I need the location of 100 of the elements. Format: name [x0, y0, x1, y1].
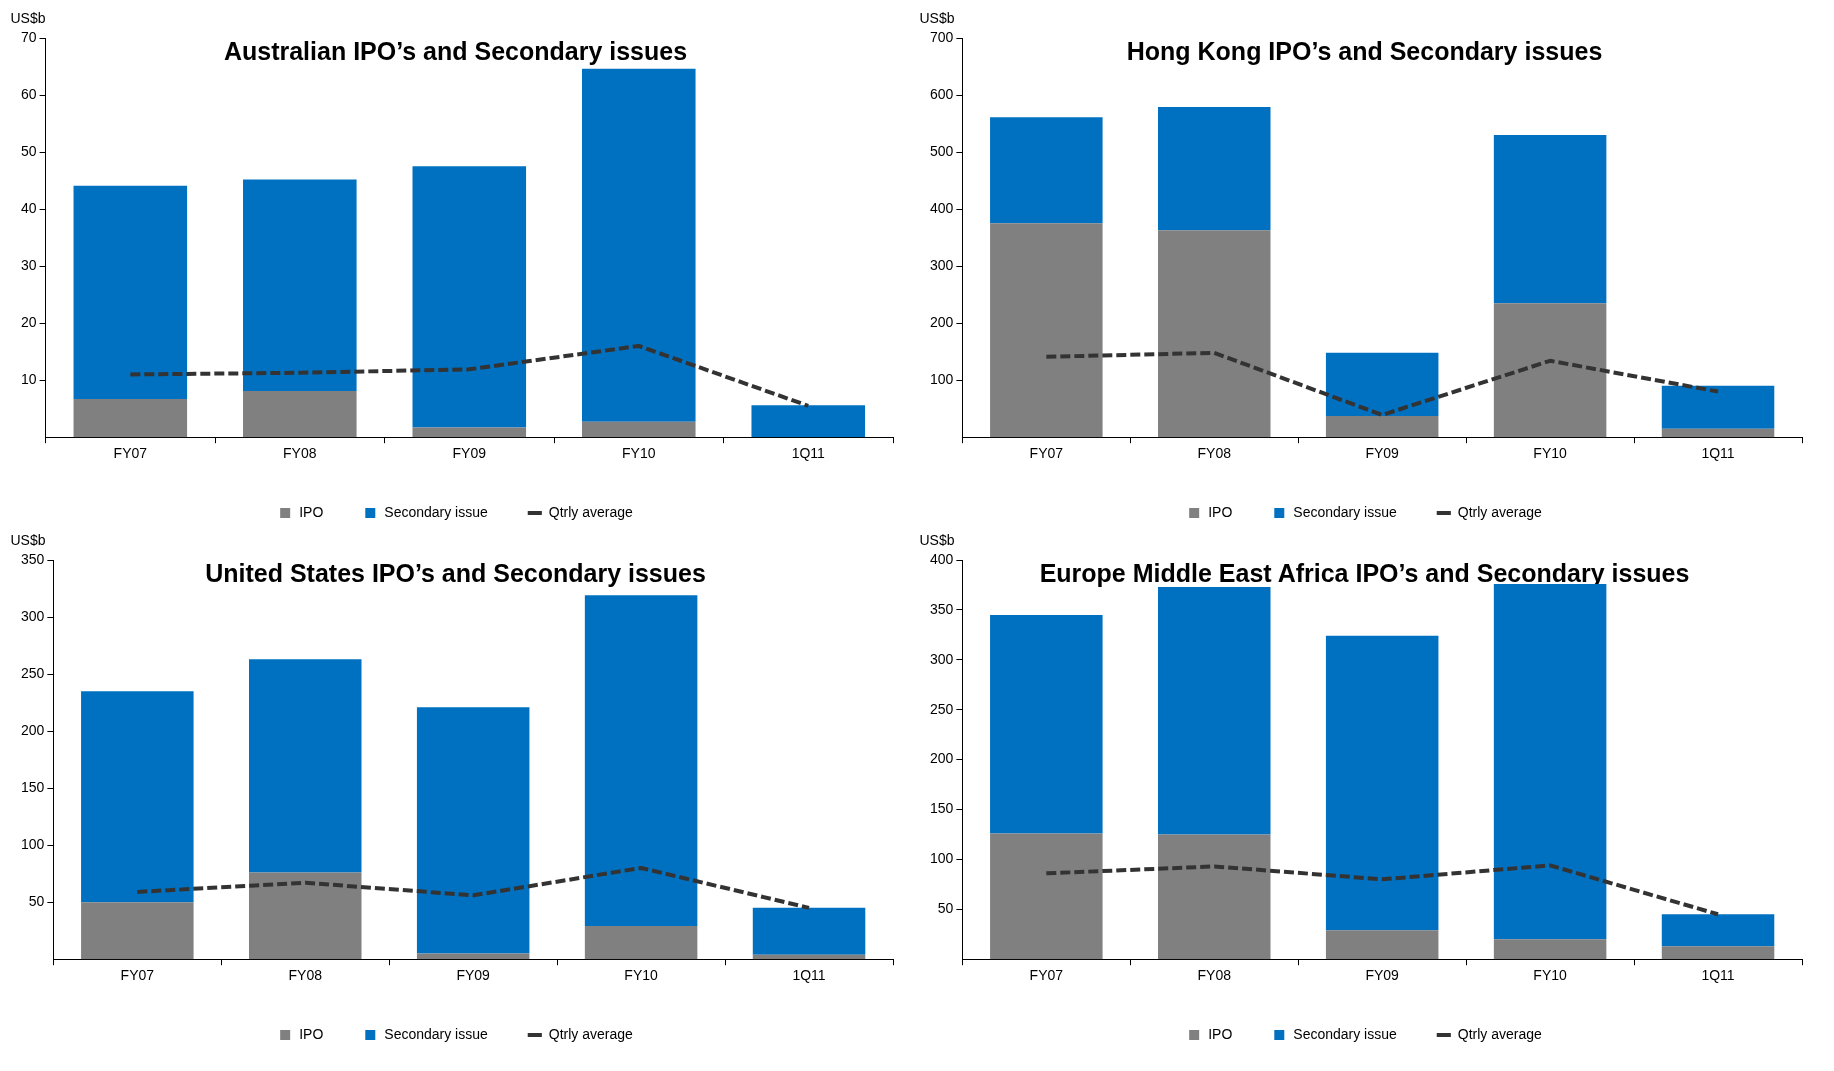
bar [1493, 583, 1607, 940]
legend-label: Secondary issue [1293, 503, 1398, 520]
bar [243, 391, 357, 438]
y-tick-label: 70 [20, 28, 37, 45]
bar [1661, 946, 1775, 960]
y-tick-label: 150 [21, 778, 45, 795]
legend-label: Qtrly average [1457, 503, 1543, 520]
bar [752, 907, 866, 955]
bar [1325, 352, 1439, 417]
y-tick-label: 350 [21, 550, 45, 567]
bar [584, 926, 698, 960]
y-tick-label: 150 [930, 800, 954, 817]
bar [581, 421, 696, 438]
bar [581, 68, 696, 422]
legend-label: Qtrly average [1457, 1025, 1543, 1042]
legend-label: Secondary issue [1293, 1025, 1398, 1042]
y-tick-label: 700 [930, 28, 954, 45]
bar [1325, 635, 1439, 931]
y-tick-label: 40 [20, 199, 37, 216]
y-tick-label: 200 [930, 314, 954, 330]
x-tick-label: FY10 [624, 967, 659, 984]
bar [81, 902, 194, 960]
y-tick-label: 300 [21, 607, 45, 624]
legend-label: Secondary issue [384, 1025, 489, 1042]
line-series [135, 865, 812, 910]
y-tick-label: 50 [20, 142, 37, 159]
bar [990, 117, 1103, 224]
x-tick-label: FY10 [1533, 967, 1568, 984]
y-tick-label: 400 [930, 199, 954, 216]
y-tick-label: 500 [930, 142, 954, 159]
line-series [1044, 350, 1721, 417]
x-tick-label: FY07 [113, 445, 148, 462]
y-tick-label: 250 [21, 664, 45, 681]
bar [1493, 134, 1607, 304]
line-series [128, 343, 811, 408]
bar [751, 405, 866, 438]
bar [412, 427, 527, 438]
bar [990, 833, 1103, 960]
bar [1325, 930, 1439, 960]
x-tick-label: FY07 [1029, 445, 1064, 462]
bar [416, 707, 530, 954]
x-tick-label: 1Q11 [1701, 445, 1735, 462]
y-tick-label: 100 [21, 836, 45, 852]
bar [1325, 416, 1439, 438]
y-tick-label: 60 [20, 85, 37, 102]
legend-label: IPO [299, 1025, 324, 1042]
bar [1661, 914, 1775, 947]
chart-title: Hong Kong IPO’s and Secondary issues [1126, 36, 1603, 65]
y-tick-label: 600 [930, 85, 954, 102]
y-tick-label: 50 [937, 900, 954, 917]
y-tick-label: 100 [930, 371, 954, 388]
bar [1157, 586, 1271, 835]
x-tick-label: FY09 [452, 445, 487, 462]
legend-label: IPO [1208, 1025, 1233, 1042]
y-tick-label: 200 [930, 750, 954, 767]
y-tick-label: 350 [930, 600, 954, 617]
bar [1157, 834, 1271, 960]
chart-title: Europe Middle East Africa IPO’s and Secondary issues [1039, 558, 1690, 587]
y-tick-label: 50 [28, 893, 45, 910]
y-tick-label: 10 [20, 371, 37, 388]
y-tick-label: 250 [930, 700, 954, 717]
y-tick-label: 300 [930, 256, 954, 273]
bar [1157, 107, 1271, 231]
x-tick-label: FY08 [283, 445, 317, 462]
y-tick-label: 20 [20, 314, 37, 330]
bar [1661, 428, 1775, 438]
bar [249, 872, 362, 960]
x-tick-label: FY09 [1365, 967, 1400, 984]
bar [73, 398, 188, 438]
x-tick-label: 1Q11 [792, 967, 826, 984]
y-tick-label: 400 [930, 550, 954, 567]
bar [416, 953, 530, 960]
y-tick-label: 100 [930, 850, 954, 867]
y-tick-label: 30 [20, 256, 37, 273]
bar [1493, 303, 1607, 438]
x-tick-label: FY08 [1197, 967, 1232, 984]
legend-label: Qtrly average [548, 503, 634, 520]
y-axis-title: US$b [919, 531, 955, 548]
bar [412, 166, 527, 428]
x-tick-label: 1Q11 [1701, 967, 1735, 984]
x-tick-label: FY09 [456, 967, 491, 984]
bar [990, 223, 1103, 438]
legend-label: Secondary issue [384, 503, 489, 520]
bar [73, 185, 188, 399]
bar [81, 691, 194, 903]
bar [990, 614, 1103, 834]
y-axis-title: US$b [10, 9, 46, 26]
x-tick-label: FY07 [1029, 967, 1064, 984]
legend-label: Qtrly average [548, 1025, 634, 1042]
legend-label: IPO [1208, 503, 1233, 520]
legend-label: IPO [299, 503, 324, 520]
y-axis-title: US$b [10, 531, 46, 548]
y-axis-title: US$b [919, 9, 955, 26]
bar [243, 179, 357, 392]
x-tick-label: FY09 [1365, 445, 1400, 462]
x-tick-label: FY08 [1197, 445, 1232, 462]
chart-title: Australian IPO’s and Secondary issues [223, 36, 688, 65]
bar [249, 659, 362, 873]
x-tick-label: FY10 [622, 445, 656, 462]
y-tick-label: 200 [21, 721, 45, 738]
